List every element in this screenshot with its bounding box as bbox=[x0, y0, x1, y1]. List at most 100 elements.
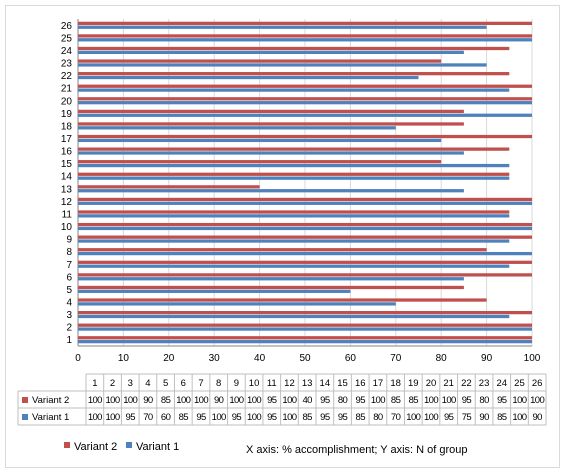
table-cell-variant1-13: 85 bbox=[302, 412, 312, 423]
table-cell-variant2-1: 100 bbox=[88, 395, 102, 406]
table-cell-variant2-18: 85 bbox=[391, 395, 401, 406]
bar-variant1-12 bbox=[78, 201, 532, 205]
table-header-14: 14 bbox=[320, 378, 331, 389]
y-tick-label-2: 2 bbox=[66, 323, 72, 334]
table-header-18: 18 bbox=[390, 378, 401, 389]
x-tick-label-60: 60 bbox=[345, 353, 357, 364]
x-tick-label-20: 20 bbox=[163, 353, 175, 364]
y-tick-label-20: 20 bbox=[61, 96, 73, 107]
bar-variant2-9 bbox=[78, 235, 532, 239]
bar-variant2-26 bbox=[78, 21, 532, 25]
bar-variant1-2 bbox=[78, 327, 532, 331]
bar-variant1-16 bbox=[78, 151, 464, 155]
bar-variant2-1 bbox=[78, 336, 532, 340]
x-tick-label-90: 90 bbox=[481, 353, 493, 364]
bar-variant2-13 bbox=[78, 185, 260, 189]
table-cell-variant2-14: 95 bbox=[320, 395, 330, 406]
table-cell-variant2-21: 100 bbox=[442, 395, 456, 406]
y-tick-label-19: 19 bbox=[61, 109, 73, 120]
table-header-24: 24 bbox=[496, 378, 507, 389]
table-cell-variant2-2: 100 bbox=[106, 395, 120, 406]
y-tick-label-25: 25 bbox=[61, 33, 73, 44]
bar-chart: 1234567891011121314151617181920212223242… bbox=[17, 19, 547, 456]
table-header-11: 11 bbox=[267, 378, 277, 389]
table-cell-variant1-19: 100 bbox=[406, 412, 420, 423]
y-tick-label-8: 8 bbox=[66, 247, 72, 258]
bar-variant2-25 bbox=[78, 34, 532, 38]
table-header-17: 17 bbox=[373, 378, 384, 389]
bar-variant2-14 bbox=[78, 172, 510, 176]
table-cell-variant2-9: 100 bbox=[229, 395, 243, 406]
bar-variant2-24 bbox=[78, 46, 510, 51]
bar-variant2-17 bbox=[78, 134, 532, 139]
table-cell-variant1-10: 100 bbox=[247, 412, 261, 423]
data-table: 1 2 3 4 5 6 7 8 9 10 11 12 13 14 15 16 17 18 19 20 21 22 23 24 2… bbox=[17, 373, 547, 426]
y-tick-label-4: 4 bbox=[66, 297, 72, 308]
y-tick-label-10: 10 bbox=[61, 222, 73, 233]
table-cell-variant1-9: 95 bbox=[232, 412, 242, 423]
bar-variant2-10 bbox=[78, 222, 532, 227]
legend-label-variant1: Variant 1 bbox=[136, 441, 179, 453]
bars bbox=[78, 21, 532, 344]
y-tick-label-14: 14 bbox=[61, 172, 73, 183]
bar-variant2-22 bbox=[78, 72, 510, 76]
table-cell-variant1-26: 90 bbox=[532, 412, 542, 423]
y-axis-ticks: 1234567891011121314151617181920212223242… bbox=[61, 21, 73, 346]
table-cell-variant1-7: 95 bbox=[196, 412, 206, 423]
bar-variant1-23 bbox=[78, 63, 487, 67]
table-cell-variant1-14: 95 bbox=[320, 412, 330, 423]
table-cell-variant2-5: 85 bbox=[161, 395, 171, 406]
bar-variant2-18 bbox=[78, 122, 464, 126]
x-tick-label-10: 10 bbox=[118, 353, 130, 364]
table-cell-variant1-21: 95 bbox=[444, 412, 454, 423]
x-tick-label-30: 30 bbox=[209, 353, 221, 364]
y-tick-label-17: 17 bbox=[61, 134, 73, 145]
bar-variant1-24 bbox=[78, 50, 464, 55]
legend-swatch-variant2 bbox=[64, 442, 70, 448]
x-tick-label-100: 100 bbox=[524, 353, 541, 364]
table-cell-variant2-11: 95 bbox=[267, 395, 277, 406]
bar-variant1-4 bbox=[78, 302, 396, 306]
table-cell-variant1-24: 85 bbox=[497, 412, 507, 423]
table-swatch-variant2 bbox=[22, 397, 28, 403]
bar-variant1-19 bbox=[78, 113, 532, 117]
table-header-21: 21 bbox=[443, 378, 454, 389]
bar-variant1-17 bbox=[78, 138, 442, 143]
table-header-15: 15 bbox=[337, 378, 348, 389]
table-cell-variant2-10: 100 bbox=[247, 395, 261, 406]
bar-variant2-11 bbox=[78, 210, 510, 214]
y-tick-label-5: 5 bbox=[66, 285, 72, 296]
y-tick-label-9: 9 bbox=[66, 235, 72, 246]
bar-variant1-15 bbox=[78, 163, 510, 168]
table-cell-variant1-15: 95 bbox=[338, 412, 348, 423]
table-cell-variant1-23: 90 bbox=[479, 412, 489, 423]
table-header-7: 7 bbox=[198, 378, 203, 389]
bar-variant1-1 bbox=[78, 340, 532, 344]
bar-variant2-16 bbox=[78, 147, 510, 151]
y-tick-label-7: 7 bbox=[66, 260, 72, 271]
table-row-label-variant1: Variant 1 bbox=[32, 412, 69, 423]
table-header-26: 26 bbox=[532, 378, 543, 389]
bar-variant1-7 bbox=[78, 264, 510, 268]
table-cell-variant2-6: 100 bbox=[176, 395, 190, 406]
bar-variant2-12 bbox=[78, 197, 532, 202]
table-cell-variant2-22: 95 bbox=[462, 395, 472, 406]
x-tick-label-70: 70 bbox=[390, 353, 402, 364]
table-cell-variant1-6: 85 bbox=[179, 412, 189, 423]
table-header-23: 23 bbox=[479, 378, 490, 389]
table-cell-variant1-11: 95 bbox=[267, 412, 277, 423]
bar-variant2-4 bbox=[78, 298, 487, 302]
bar-variant2-20 bbox=[78, 97, 532, 101]
bar-variant1-9 bbox=[78, 239, 510, 243]
y-tick-label-13: 13 bbox=[61, 184, 73, 195]
bar-variant1-21 bbox=[78, 88, 510, 92]
y-tick-label-16: 16 bbox=[61, 147, 73, 158]
table-header-20: 20 bbox=[426, 378, 437, 389]
table-header-3: 3 bbox=[128, 378, 133, 389]
bar-variant2-8 bbox=[78, 248, 487, 252]
table-cell-variant1-2: 100 bbox=[106, 412, 120, 423]
table-header-13: 13 bbox=[302, 378, 313, 389]
table-header-16: 16 bbox=[355, 378, 366, 389]
bar-variant2-21 bbox=[78, 84, 532, 88]
table-cell-variant2-8: 90 bbox=[214, 395, 224, 406]
